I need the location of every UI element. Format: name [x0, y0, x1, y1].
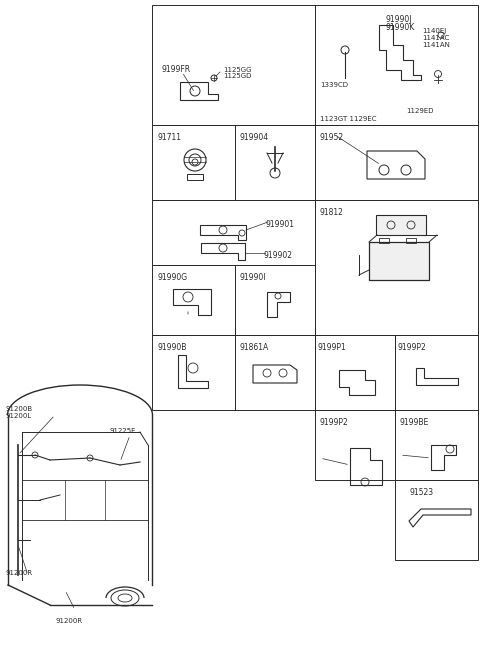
- Text: 1141AC: 1141AC: [422, 35, 449, 41]
- Bar: [315, 335, 395, 410]
- Text: 91200R: 91200R: [5, 570, 32, 576]
- Text: 91200L: 91200L: [5, 413, 31, 419]
- Bar: [235, 335, 315, 410]
- Text: 1129ED: 1129ED: [406, 108, 433, 114]
- Bar: [152, 5, 315, 125]
- Bar: [395, 410, 478, 480]
- Text: 1141AN: 1141AN: [422, 42, 450, 48]
- Bar: [187, 174, 203, 180]
- Text: 91990B: 91990B: [157, 343, 186, 352]
- Bar: [315, 200, 478, 335]
- Text: 919904: 919904: [240, 133, 269, 142]
- Bar: [235, 125, 315, 200]
- Text: 9199FR: 9199FR: [162, 65, 191, 74]
- Bar: [315, 125, 478, 200]
- Text: 9199BE: 9199BE: [400, 418, 429, 427]
- Bar: [152, 200, 315, 265]
- Bar: [376, 215, 426, 235]
- Bar: [395, 335, 478, 410]
- Text: 9199P2: 9199P2: [398, 343, 427, 352]
- Bar: [369, 242, 429, 280]
- Text: 91990I: 91990I: [240, 273, 266, 282]
- Bar: [152, 335, 235, 410]
- Text: 91990K: 91990K: [386, 23, 415, 32]
- Text: 91200B: 91200B: [5, 406, 32, 412]
- Text: 1125GG: 1125GG: [223, 67, 252, 73]
- Text: 91225E: 91225E: [110, 428, 136, 434]
- Text: 1125GD: 1125GD: [223, 73, 252, 79]
- Text: 9199P2: 9199P2: [320, 418, 349, 427]
- Text: 91812: 91812: [320, 208, 344, 217]
- Text: 1140EJ: 1140EJ: [422, 28, 446, 34]
- Bar: [152, 265, 235, 335]
- Text: 919902: 919902: [263, 251, 292, 260]
- Bar: [406, 238, 416, 243]
- Text: 91990J: 91990J: [386, 15, 412, 24]
- Text: 91200R: 91200R: [55, 618, 82, 624]
- Text: 91861A: 91861A: [240, 343, 269, 352]
- Bar: [235, 265, 315, 335]
- Text: 91952: 91952: [320, 133, 344, 142]
- Bar: [395, 480, 478, 560]
- Text: 1339CD: 1339CD: [320, 82, 348, 88]
- Text: 1123GT 1129EC: 1123GT 1129EC: [320, 116, 376, 122]
- Text: 91990G: 91990G: [157, 273, 187, 282]
- Text: 9199P1: 9199P1: [318, 343, 347, 352]
- Bar: [315, 5, 478, 125]
- Text: 91711: 91711: [157, 133, 181, 142]
- Bar: [379, 238, 389, 243]
- Text: 919901: 919901: [266, 220, 295, 229]
- Text: 91523: 91523: [410, 488, 434, 497]
- Bar: [315, 410, 395, 480]
- Bar: [152, 125, 235, 200]
